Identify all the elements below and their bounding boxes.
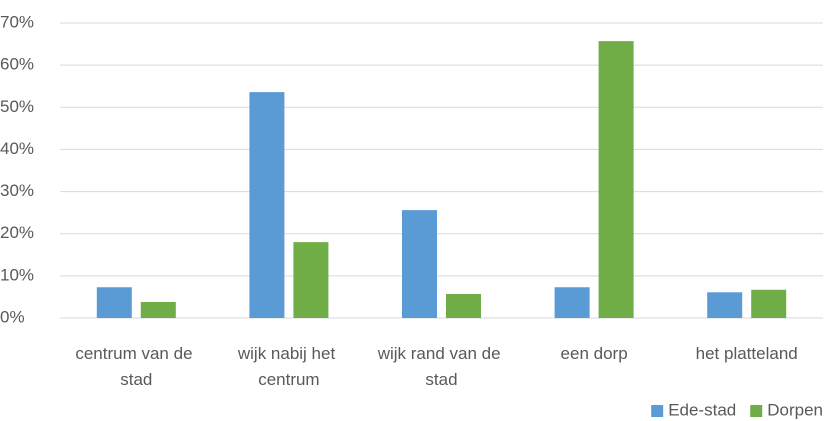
x-tick-label: wijk nabij het centrum	[237, 344, 340, 389]
bar	[598, 41, 634, 318]
bar	[554, 287, 590, 318]
y-tick-label: 30%	[0, 181, 34, 200]
y-tick-label: 60%	[0, 55, 34, 74]
legend-swatch	[651, 405, 664, 417]
bar	[293, 242, 329, 318]
legend-label: Ede-stad	[668, 400, 736, 419]
x-tick-label: centrum van de stad	[75, 344, 197, 389]
y-tick-label: 0%	[0, 307, 25, 326]
bar	[140, 301, 176, 318]
bar	[402, 210, 437, 318]
x-tick-label: een dorp	[561, 344, 628, 363]
y-tick-label: 40%	[0, 139, 34, 158]
bar	[446, 293, 481, 318]
bar	[707, 292, 743, 318]
y-tick-label: 20%	[0, 223, 34, 242]
y-tick-label: 70%	[0, 12, 34, 31]
legend-swatch	[750, 405, 763, 417]
x-tick-label: het platteland	[696, 344, 798, 363]
y-tick-label: 50%	[0, 97, 34, 116]
y-tick-label: 10%	[0, 265, 34, 284]
bar	[249, 92, 285, 318]
bar	[96, 287, 132, 318]
x-tick-label: wijk rand van de stad	[377, 344, 506, 389]
bar	[751, 289, 787, 318]
legend-label: Dorpen	[767, 400, 823, 419]
